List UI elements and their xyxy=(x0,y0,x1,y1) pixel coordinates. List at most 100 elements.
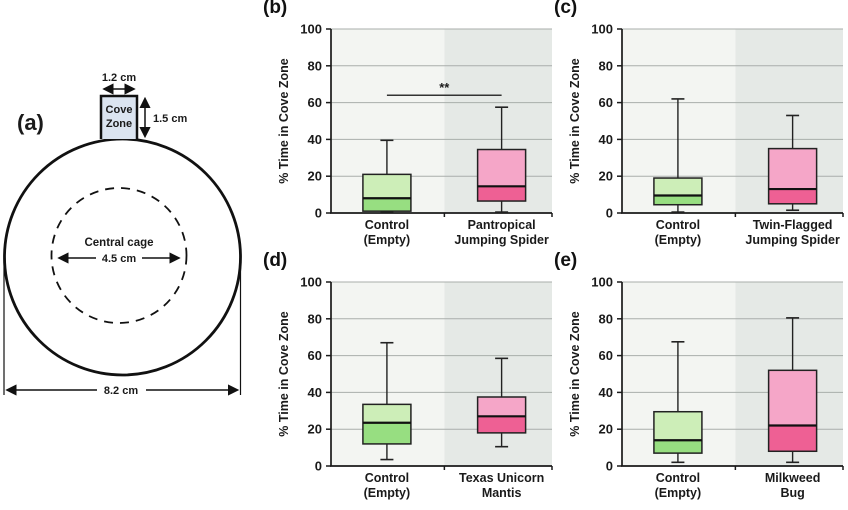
y-tick-label: 60 xyxy=(599,348,613,363)
box-outline xyxy=(767,147,818,205)
cove-zone-label-line1: Cove xyxy=(106,104,133,116)
boxplot-control: Control(Empty) xyxy=(653,341,703,500)
box-lower xyxy=(653,440,702,454)
box-outline xyxy=(653,410,703,454)
plot-bg-treatment xyxy=(444,282,552,466)
box-upper xyxy=(477,397,526,417)
panel-e-chart: 0 20 40 60 80 100 % Time in Cove Zone Control (E… xyxy=(546,253,848,510)
y-tick-label: 20 xyxy=(599,422,613,437)
y-tick-label: 0 xyxy=(606,459,613,474)
box-upper xyxy=(362,174,411,199)
y-tick-label: 0 xyxy=(606,206,613,221)
y-tick-label: 100 xyxy=(591,275,613,290)
panel-b-label: (b) xyxy=(263,0,288,18)
y-tick-label: 80 xyxy=(308,311,322,326)
category-label: Control xyxy=(656,471,700,485)
panel-e-label: (e) xyxy=(554,250,578,271)
category-label: (Empty) xyxy=(655,486,702,500)
significance-label: ** xyxy=(439,80,450,95)
cove-width-label: 1.2 cm xyxy=(102,72,136,84)
box-lower xyxy=(477,186,526,202)
category-label: Bug xyxy=(780,486,804,500)
box-upper xyxy=(362,404,411,423)
y-axis-title: % Time in Cove Zone xyxy=(277,311,291,437)
panel-d-label: (d) xyxy=(263,250,288,271)
category-label: (Empty) xyxy=(364,486,411,500)
box-lower xyxy=(362,422,411,444)
cove-height-label: 1.5 cm xyxy=(153,113,187,125)
category-label: Jumping Spider xyxy=(454,233,549,247)
panel-d: (d) 0 20 40 60 80 100 % Time in Cove Zone Contr… xyxy=(255,250,557,505)
box-upper xyxy=(768,370,817,426)
y-axis-title: % Time in Cove Zone xyxy=(568,58,582,184)
y-tick-label: 0 xyxy=(315,206,322,221)
y-tick-label: 40 xyxy=(599,385,613,400)
y-tick-label: 100 xyxy=(300,22,322,37)
box-outline xyxy=(653,177,703,206)
y-tick-label: 40 xyxy=(599,132,613,147)
cove-zone-label-line2: Zone xyxy=(106,118,132,130)
category-label: Mantis xyxy=(482,486,522,500)
y-tick-label: 60 xyxy=(599,95,613,110)
box-outline xyxy=(767,369,818,453)
y-tick-label: 20 xyxy=(308,422,322,437)
y-tick-label: 80 xyxy=(599,311,613,326)
category-label: Texas Unicorn xyxy=(459,471,544,485)
box-upper xyxy=(477,149,526,187)
cage-diameter-label: 4.5 cm xyxy=(102,253,136,265)
box-outline xyxy=(476,396,527,434)
panel-b-boxplot: 0 20 40 60 80 100 % Time in Cove Zone Control(E… xyxy=(277,22,553,247)
y-tick-label: 60 xyxy=(308,348,322,363)
category-label: Milkweed xyxy=(765,471,821,485)
category-label: Control xyxy=(656,218,700,232)
panel-d-chart: 0 20 40 60 80 100 % Time in Cove Zone Control (E… xyxy=(255,253,557,510)
y-tick-label: 80 xyxy=(308,58,322,73)
panel-a-label: (a) xyxy=(17,110,44,135)
box-lower xyxy=(362,198,411,212)
arena-diameter-label: 8.2 cm xyxy=(104,385,138,397)
y-tick-label: 80 xyxy=(599,58,613,73)
box-upper xyxy=(768,148,817,190)
y-tick-label: 40 xyxy=(308,132,322,147)
panel-c: (c) 0 20 40 60 80 100 % Time in Cove Zone Contr… xyxy=(546,0,848,252)
box-lower xyxy=(768,189,817,204)
panel-c-label: (c) xyxy=(554,0,578,18)
panel-b: (b) 0 20 40 60 80 100 % Time in Cove Zone Contr… xyxy=(255,0,557,252)
box-lower xyxy=(653,195,702,205)
y-axis-title: % Time in Cove Zone xyxy=(568,311,582,437)
category-label: (Empty) xyxy=(364,233,411,247)
central-cage-circle xyxy=(50,187,188,324)
box-upper xyxy=(653,411,702,441)
category-label: (Empty) xyxy=(655,233,702,247)
panel-e-boxplot: 0 20 40 60 80 100 % Time in Cove Zone Control(E… xyxy=(568,275,844,500)
panel-e: (e) 0 20 40 60 80 100 % Time in Cove Zone Contr… xyxy=(546,250,848,505)
panel-c-boxplot: 0 20 40 60 80 100 % Time in Cove Zone Control(E… xyxy=(568,22,844,247)
box-outline xyxy=(476,148,527,202)
box-lower xyxy=(768,425,817,452)
y-tick-label: 40 xyxy=(308,385,322,400)
category-label: Control xyxy=(365,471,409,485)
boxplot-control: Control(Empty) xyxy=(362,139,412,247)
y-tick-label: 60 xyxy=(308,95,322,110)
boxplot-control: Control(Empty) xyxy=(653,98,703,247)
y-tick-label: 100 xyxy=(591,22,613,37)
central-cage-label: Central cage xyxy=(84,237,153,249)
category-label: Jumping Spider xyxy=(745,233,840,247)
boxplot-control: Control(Empty) xyxy=(362,341,412,500)
y-tick-label: 0 xyxy=(315,459,322,474)
box-lower xyxy=(477,416,526,433)
y-axis-title: % Time in Cove Zone xyxy=(277,58,291,184)
box-upper xyxy=(653,178,702,196)
y-tick-label: 20 xyxy=(308,169,322,184)
category-label: Twin-Flagged xyxy=(753,218,833,232)
category-label: Pantropical xyxy=(468,218,536,232)
cove-zone-rect xyxy=(99,94,139,139)
panel-d-boxplot: 0 20 40 60 80 100 % Time in Cove Zone Control(E… xyxy=(277,275,553,500)
panel-b-chart: 0 20 40 60 80 100 % Time in Cove Zone Control (E… xyxy=(255,0,557,257)
box-outline xyxy=(362,403,412,445)
y-tick-label: 20 xyxy=(599,169,613,184)
